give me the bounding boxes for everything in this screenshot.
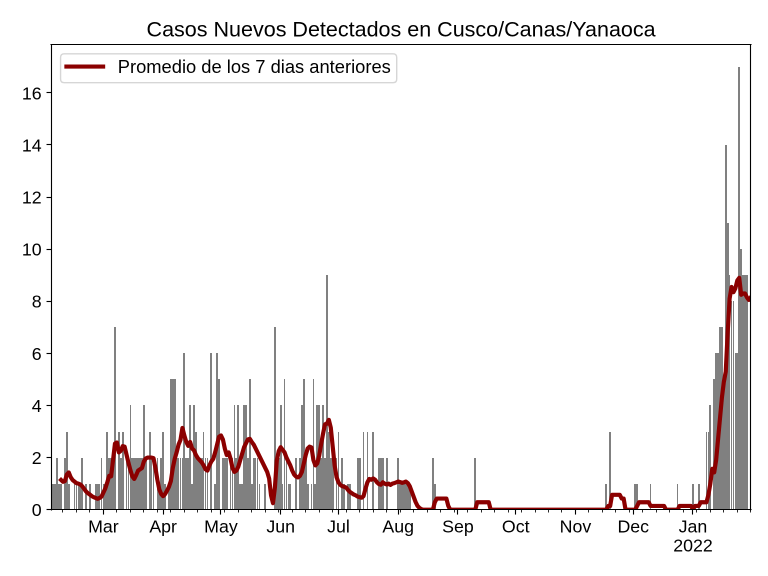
svg-text:Apr: Apr	[149, 516, 177, 536]
svg-text:Promedio de los 7 dias anterio: Promedio de los 7 dias anteriores	[118, 56, 391, 77]
svg-text:Nov: Nov	[560, 516, 592, 536]
svg-text:Aug: Aug	[382, 516, 414, 536]
svg-text:12: 12	[22, 188, 42, 208]
svg-text:Dec: Dec	[617, 516, 649, 536]
svg-text:14: 14	[22, 135, 42, 155]
svg-text:8: 8	[32, 292, 42, 312]
svg-text:2022: 2022	[673, 535, 713, 555]
svg-text:May: May	[204, 516, 238, 536]
svg-text:Jun: Jun	[266, 516, 295, 536]
svg-text:2: 2	[32, 448, 42, 468]
svg-text:6: 6	[32, 344, 42, 364]
svg-text:Jul: Jul	[327, 516, 350, 536]
svg-text:Sep: Sep	[442, 516, 474, 536]
svg-text:0: 0	[32, 500, 42, 520]
svg-text:Casos Nuevos Detectados en Cus: Casos Nuevos Detectados en Cusco/Canas/Y…	[147, 17, 656, 41]
svg-text:Oct: Oct	[502, 516, 530, 536]
svg-text:Mar: Mar	[88, 516, 119, 536]
svg-text:16: 16	[22, 83, 42, 103]
svg-text:Jan: Jan	[679, 516, 708, 536]
svg-text:4: 4	[32, 396, 42, 416]
svg-text:10: 10	[22, 240, 42, 260]
